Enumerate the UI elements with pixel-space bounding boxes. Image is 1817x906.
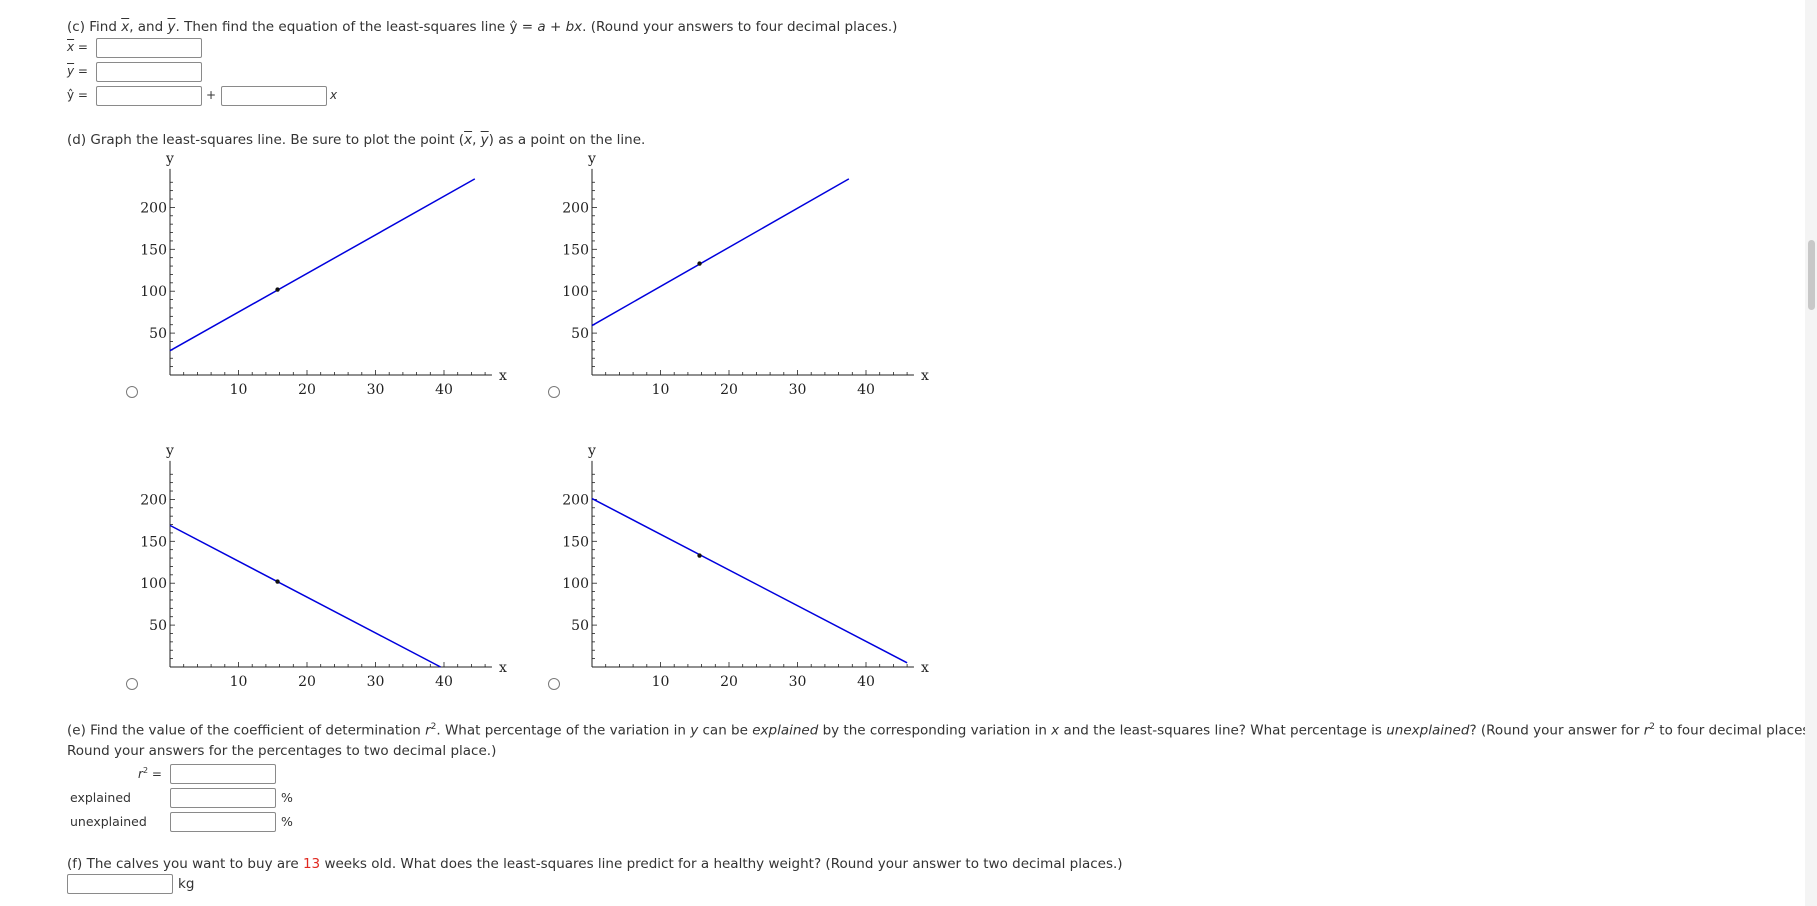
- x-tick-label: 20: [720, 674, 738, 690]
- graph-option-a-radio[interactable]: [126, 386, 138, 398]
- x-tick-label: 10: [230, 674, 248, 690]
- part-e-question-line1: (e) Find the value of the coefficient of…: [67, 722, 1814, 739]
- least-squares-line: [169, 178, 476, 352]
- intercept-input[interactable]: [96, 86, 202, 106]
- y-axis-label: y: [165, 151, 174, 167]
- x-axis-label: x: [499, 368, 507, 384]
- y-tick-label: 150: [140, 534, 167, 550]
- y-tick-label: 100: [140, 284, 167, 300]
- unexplained-label: unexplained: [70, 814, 147, 829]
- y-tick-label: 200: [140, 492, 167, 508]
- y-tick-label: 50: [571, 618, 589, 634]
- x-variable: x: [330, 88, 338, 102]
- y-tick-label: 150: [562, 534, 589, 550]
- y-tick-label: 200: [140, 200, 167, 216]
- least-squares-line: [591, 178, 850, 327]
- x-tick-label: 30: [789, 674, 807, 690]
- vertical-scrollbar[interactable]: [1805, 0, 1817, 906]
- weeks-value: 13: [302, 856, 321, 872]
- explained-percent: %: [281, 790, 293, 805]
- x-tick-label: 40: [435, 674, 453, 690]
- graph-option-d: 10 20 30 40 50 100 150 200 x y: [562, 443, 929, 690]
- x-tick-label: 10: [230, 382, 248, 398]
- x-tick-label: 40: [857, 674, 875, 690]
- xbar-label: x =: [67, 40, 88, 54]
- explained-input[interactable]: [170, 788, 276, 808]
- x-tick-label: 20: [298, 674, 316, 690]
- graph-option-d-radio[interactable]: [548, 678, 560, 690]
- y-axis-label: y: [587, 151, 596, 167]
- explained-label: explained: [70, 790, 131, 805]
- graph-option-a: 10 20 30 40 50 100 150 200 x y: [140, 151, 507, 398]
- part-c-question: (c) Find x, and y. Then find the equatio…: [67, 19, 898, 35]
- mean-point: [275, 287, 280, 292]
- y-bar-symbol: y: [167, 19, 176, 35]
- x-tick-label: 40: [435, 382, 453, 398]
- scrollbar-thumb[interactable]: [1808, 240, 1815, 310]
- y-tick-label: 50: [149, 326, 167, 342]
- y-tick-label: 200: [562, 200, 589, 216]
- y-tick-label: 100: [562, 284, 589, 300]
- least-squares-line: [591, 497, 908, 664]
- x-tick-label: 30: [367, 382, 385, 398]
- y-tick-label: 50: [149, 618, 167, 634]
- part-d-question: (d) Graph the least-squares line. Be sur…: [67, 132, 646, 148]
- y-axis-label: y: [165, 443, 174, 459]
- x-tick-label: 30: [367, 674, 385, 690]
- yhat-label: ŷ =: [67, 88, 88, 102]
- part-f-question: (f) The calves you want to buy are 13 we…: [67, 856, 1123, 872]
- mean-point: [275, 579, 280, 584]
- graph-option-c: 10 20 30 40 50 100 150 200 x y: [140, 443, 507, 690]
- x-tick-label: 10: [652, 382, 670, 398]
- xbar-input[interactable]: [96, 38, 202, 58]
- x-axis-label: x: [499, 660, 507, 676]
- y-tick-label: 150: [140, 242, 167, 258]
- part-e-question-line2: Round your answers for the percentages t…: [67, 743, 497, 759]
- x-tick-label: 10: [652, 674, 670, 690]
- weight-input[interactable]: [67, 874, 173, 894]
- x-tick-label: 30: [789, 382, 807, 398]
- mean-point: [697, 261, 702, 266]
- x-tick-label: 40: [857, 382, 875, 398]
- graph-option-b: 10 20 30 40 50 100 150 200 x y: [562, 151, 929, 398]
- x-tick-label: 20: [298, 382, 316, 398]
- y-tick-label: 50: [571, 326, 589, 342]
- y-tick-label: 100: [140, 576, 167, 592]
- y-axis-label: y: [587, 443, 596, 459]
- x-axis-label: x: [921, 368, 929, 384]
- x-axis-label: x: [921, 660, 929, 676]
- unexplained-input[interactable]: [170, 812, 276, 832]
- y-tick-label: 200: [562, 492, 589, 508]
- x-bar-symbol: x: [121, 19, 130, 35]
- x-tick-label: 20: [720, 382, 738, 398]
- ybar-label: y =: [67, 64, 88, 78]
- plus-sign: +: [206, 88, 217, 102]
- graph-option-c-radio[interactable]: [126, 678, 138, 690]
- ybar-input[interactable]: [96, 62, 202, 82]
- r-squared-input[interactable]: [170, 764, 276, 784]
- y-tick-label: 100: [562, 576, 589, 592]
- graph-option-b-radio[interactable]: [548, 386, 560, 398]
- r-squared-label: r2 =: [138, 766, 162, 781]
- mean-point: [697, 553, 702, 558]
- least-squares-line: [169, 524, 441, 668]
- slope-input[interactable]: [221, 86, 327, 106]
- y-tick-label: 150: [562, 242, 589, 258]
- kg-unit: kg: [178, 876, 195, 892]
- unexplained-percent: %: [281, 814, 293, 829]
